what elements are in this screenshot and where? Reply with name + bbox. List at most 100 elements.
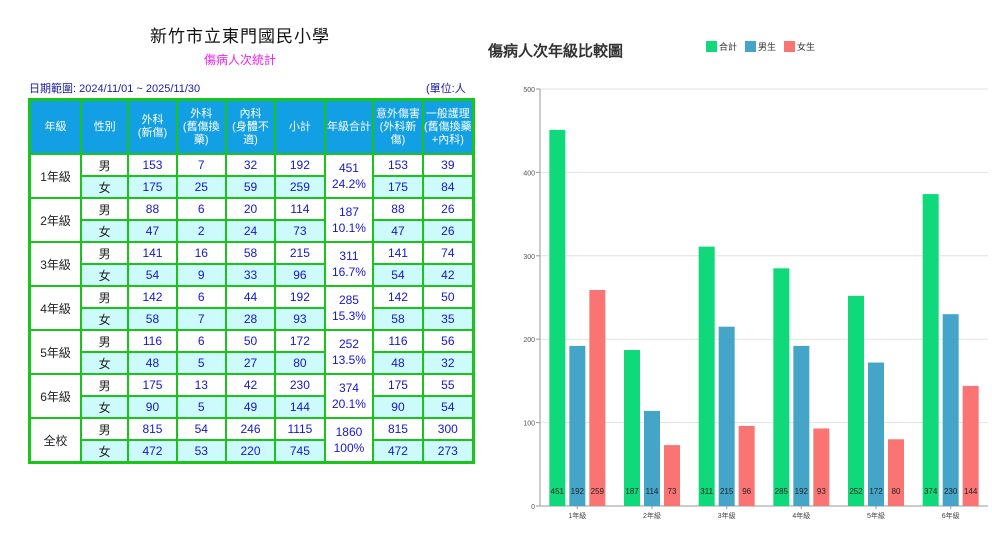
- bar-chart: 0 100 200 300 400 500 451 192 259 1年級 187 114 73 2年級 3…: [523, 87, 988, 520]
- value-cell: 47: [129, 221, 176, 241]
- column-header: 外科 (舊傷換藥): [177, 101, 225, 153]
- value-cell: 58: [374, 309, 422, 329]
- grade-total-percent: 100%: [333, 441, 365, 455]
- y-tick-label: 400: [523, 170, 535, 177]
- value-cell: 58: [129, 309, 176, 329]
- value-cell: 26: [423, 199, 472, 219]
- value-cell: 42: [226, 375, 275, 395]
- column-header: 年級合計: [325, 101, 373, 153]
- value-cell: 114: [276, 199, 324, 219]
- x-tick-label: 4年級: [792, 511, 810, 520]
- value-cell: 5: [177, 397, 225, 417]
- table-row: 6年級男 175 13 42 230 374 20.1% 175 55: [31, 375, 472, 417]
- column-header: 一般護理 (舊傷換藥 +內科): [423, 101, 472, 153]
- bar: [738, 425, 755, 506]
- value-cell: 141: [129, 243, 176, 263]
- value-cell: 54: [129, 265, 176, 285]
- value-cell: 215: [276, 243, 324, 263]
- bar: [793, 345, 810, 506]
- table-row: 全校男 815 54 246 1115 1860 100% 815 300: [31, 419, 472, 461]
- value-cell: 39: [423, 155, 472, 175]
- value-cell: 26: [423, 221, 472, 241]
- school-name: 新竹市立東門國民小學: [150, 27, 330, 46]
- column-header: 年級: [31, 101, 81, 153]
- data-label: 192: [571, 487, 585, 496]
- legend-label: 合計: [719, 42, 738, 52]
- value-cell: 175: [374, 375, 422, 395]
- gender-cell: 男: [82, 287, 128, 307]
- value-cell: 56: [423, 331, 472, 351]
- value-cell: 141: [374, 243, 422, 263]
- value-cell: 54: [374, 265, 422, 285]
- legend-item-female[interactable]: 女生: [784, 40, 815, 53]
- value-cell: 59: [226, 177, 275, 197]
- date-range: 日期範圍: 2024/11/01 ~ 2025/11/30: [29, 83, 201, 95]
- grade-total-value: 285: [338, 293, 359, 307]
- bar: [773, 268, 790, 506]
- gender-cell: 男: [82, 199, 128, 219]
- column-header: 小計: [276, 101, 324, 153]
- y-tick-label: 0: [531, 504, 535, 511]
- value-cell: 9: [177, 265, 225, 285]
- grade-total-percent: 10.1%: [331, 221, 366, 235]
- value-cell: 33: [226, 265, 275, 285]
- data-label: 252: [849, 487, 863, 496]
- grade-total-cell: 311 16.7%: [325, 243, 373, 285]
- y-tick-label: 100: [523, 421, 535, 428]
- value-cell: 93: [276, 309, 324, 329]
- value-cell: 20: [226, 199, 275, 219]
- gender-cell: 女: [82, 397, 128, 417]
- data-label: 93: [817, 487, 826, 496]
- grade-total-percent: 15.3%: [331, 309, 366, 323]
- value-cell: 28: [226, 309, 275, 329]
- data-label: 374: [924, 487, 938, 496]
- value-cell: 6: [177, 331, 225, 351]
- bar: [718, 326, 735, 506]
- value-cell: 58: [226, 243, 275, 263]
- data-label: 259: [591, 487, 605, 496]
- value-cell: 84: [423, 177, 472, 197]
- grade-cell: 4年級: [31, 287, 81, 329]
- value-cell: 48: [129, 353, 176, 373]
- chart-panel: 傷病人次年級比較圖 合計 男生 女生 0 100 200 300 400 500 451 19…: [480, 0, 992, 548]
- y-tick-label: 500: [523, 87, 535, 94]
- grade-cell: 5年級: [31, 331, 81, 373]
- value-cell: 153: [374, 155, 422, 175]
- chart-legend: 合計 男生 女生: [706, 40, 815, 53]
- grade-total-cell: 187 10.1%: [325, 199, 373, 241]
- data-label: 285: [775, 487, 789, 496]
- chart-title: 傷病人次年級比較圖: [488, 43, 624, 60]
- value-cell: 153: [129, 155, 176, 175]
- value-cell: 144: [276, 397, 324, 417]
- legend-item-total[interactable]: 合計: [706, 40, 737, 53]
- value-cell: 259: [276, 177, 324, 197]
- legend-item-male[interactable]: 男生: [745, 40, 776, 53]
- value-cell: 6: [177, 287, 225, 307]
- gender-cell: 男: [82, 155, 128, 175]
- table-row: 女 54 9 33 96 54 42: [31, 265, 472, 285]
- table-row: 女 47 2 24 73 47 26: [31, 221, 472, 241]
- bar: [962, 385, 979, 506]
- value-cell: 24: [226, 221, 275, 241]
- value-cell: 73: [276, 221, 324, 241]
- value-cell: 745: [276, 441, 324, 461]
- column-header: 意外傷害 (外科新傷): [374, 101, 422, 153]
- data-label: 144: [964, 487, 978, 496]
- value-cell: 48: [374, 353, 422, 373]
- value-cell: 815: [374, 419, 422, 439]
- value-cell: 44: [226, 287, 275, 307]
- table-row: 女 58 7 28 93 58 35: [31, 309, 472, 329]
- grade-cell: 全校: [31, 419, 81, 461]
- value-cell: 88: [129, 199, 176, 219]
- x-tick-label: 5年級: [867, 511, 885, 520]
- value-cell: 74: [423, 243, 472, 263]
- value-cell: 246: [226, 419, 275, 439]
- value-cell: 54: [177, 419, 225, 439]
- value-cell: 50: [226, 331, 275, 351]
- value-cell: 472: [374, 441, 422, 461]
- grade-total-cell: 1860 100%: [325, 419, 373, 461]
- value-cell: 47: [374, 221, 422, 241]
- gender-cell: 女: [82, 353, 128, 373]
- table-row: 女 175 25 59 259 175 84: [31, 177, 472, 197]
- value-cell: 230: [276, 375, 324, 395]
